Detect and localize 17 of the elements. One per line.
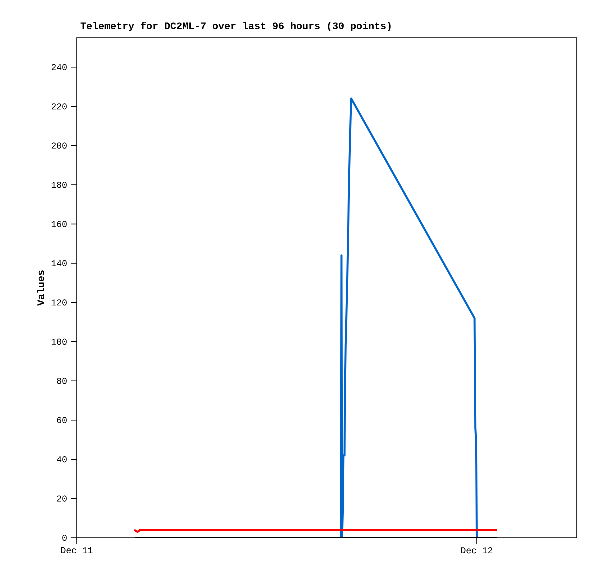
y-tick-label: 40	[57, 456, 67, 463]
y-tick-label: 240	[52, 64, 67, 70]
y-tick-label: 60	[57, 417, 67, 424]
y-tick-label: 180	[52, 182, 67, 188]
chart-title: Telemetry for DC2ML-7 over last 96 hours (30 points)	[80, 22, 391, 32]
y-tick-label: 160	[52, 221, 67, 228]
y-tick-label: 220	[52, 104, 67, 110]
y-tick-label: 20	[57, 496, 67, 502]
y-tick-label: 120	[52, 300, 67, 306]
y-tick-label: 200	[52, 142, 67, 149]
x-tick-label: Dec 12	[462, 548, 493, 554]
y-axis-title: Values	[37, 270, 44, 306]
y-tick-label: 100	[52, 338, 67, 345]
y-tick-label: 0	[62, 534, 67, 542]
x-tick-label: Dec 11	[62, 548, 93, 554]
y-tick-label: 140	[52, 260, 67, 267]
y-tick-label: 80	[57, 378, 67, 384]
